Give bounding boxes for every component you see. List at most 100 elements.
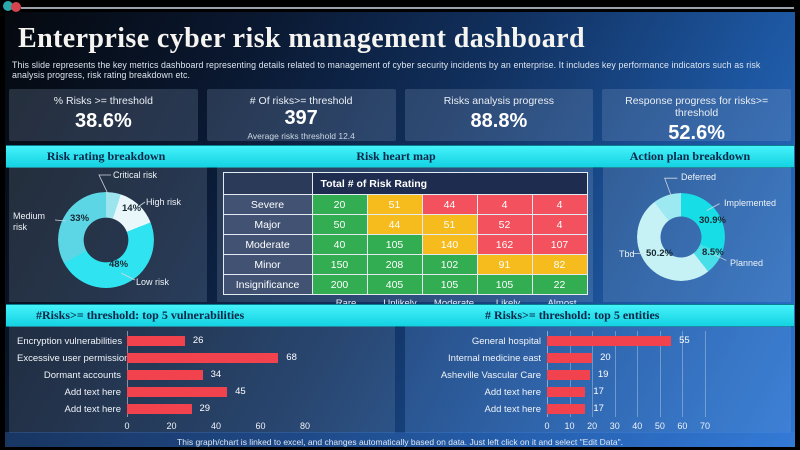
bottom-panels-row: Encryption vulnerabilities 26 Excessive us… [9,326,791,433]
heatmap-cell: 51 [421,214,478,235]
gridline [682,331,684,417]
x-axis: 0 10 20 30 40 50 60 70 [544,421,710,433]
bar [127,387,228,397]
bar-value-label: 17 [593,403,604,414]
heatmap-cell: 405 [366,274,423,295]
gridline [614,331,616,417]
decor-dot-red-icon [11,2,21,12]
slice-pct-low: 48% [109,259,129,270]
heatmap-cell: 91 [476,254,533,275]
bar-value-label: 34 [210,369,222,380]
kpi-value: 397 [284,107,318,129]
top-entities-bar-chart[interactable]: General hospital 55 Internal medicine east… [405,326,791,433]
heatmap-cell: 105 [421,274,478,295]
heatmap-row-label: Major [222,214,313,235]
bar-row: Add text here 17 [413,386,791,398]
slice-pct-implemented: 30.9% [699,215,726,226]
bar-row: Add text here 29 [17,403,395,415]
top-vulnerabilities-bar-chart[interactable]: Encryption vulnerabilities 26 Excessive us… [9,326,395,433]
bar [547,404,586,414]
kpi-label: Response progress for risks>= threshold [625,95,769,119]
bar-value-label: 26 [192,335,204,346]
heatmap-cell: 82 [531,254,588,275]
heatmap-cell: 162 [476,234,533,255]
action-plan-donut-chart[interactable]: Deferred Implemented Tbd Planned 30.9% 5… [603,167,791,302]
bar-track: 45 [127,386,305,397]
heatmap-cell: 105 [476,274,533,295]
x-axis-tick: 20 [166,421,177,431]
bar-row: Add text here 17 [413,403,791,415]
bar-category-label: Excessive user permissions [17,352,135,364]
kpi-card-num-risks[interactable]: # Of risks>= threshold 397 Average risks… [206,89,396,141]
kpi-value: 52.6% [668,122,725,144]
x-axis-tick: 80 [299,421,311,431]
kpi-card-analysis-progress[interactable]: Risks analysis progress 88.8% [404,89,594,141]
heatmap-cell: 20 [311,194,368,215]
decor-dot-teal-icon [3,1,13,11]
heatmap-cell: 105 [366,234,423,255]
bar-track: 17 [547,403,705,414]
kpi-value: 88.8% [470,110,528,132]
heatmap-cell: 40 [311,234,368,255]
bar [127,336,185,346]
x-axis-tick: 40 [632,421,643,431]
x-axis-tick: 10 [564,421,575,431]
heatmap-cell: 44 [366,214,423,235]
heatmap-row-label: Insignificance [222,274,313,295]
slice-label-deferred: Deferred [681,172,717,182]
kpi-card-risks-threshold[interactable]: % Risks >= threshold 38.6% [9,89,198,141]
bar-category-label: Add text here [64,403,121,415]
heatmap-cell: 52 [476,214,533,235]
bottom-section-header-bar: #Risks>= threshold: top 5 vulnerabilitie… [6,305,794,326]
x-axis-tick: 30 [609,421,620,431]
bar-category-label: Add text here [484,386,541,398]
heatmap-cell: 4 [531,214,588,235]
risk-rating-donut-chart[interactable]: Critical risk High risk Medium risk Low … [9,167,207,302]
x-axis-tick: 70 [699,421,711,431]
slide-background: Enterprise cyber risk management dashboa… [5,12,795,447]
action-plan-breakdown-title: Action plan breakdown [629,149,751,163]
kpi-label: Risks analysis progress [443,95,555,107]
kpi-value: 38.6% [75,110,132,132]
heatmap-cell: 107 [531,234,588,255]
bar-track: 34 [127,369,305,380]
risk-rating-breakdown-title: Risk rating breakdown [46,149,166,163]
bar-track: 26 [127,335,305,346]
kpi-label: % Risks >= threshold [53,95,153,107]
kpi-card-response-progress[interactable]: Response progress for risks>= threshold … [602,89,791,144]
bar-row: Add text here 45 [17,386,395,398]
bar-row: Asheville Vascular Care 19 [413,369,791,381]
slice-label-critical: Critical risk [113,170,157,180]
mid-section-header-bar: Risk rating breakdown Risk heart map Act… [6,146,794,167]
page-title: Enterprise cyber risk management dashboa… [18,23,585,54]
gridline [705,331,706,417]
bar-track: 29 [127,403,305,414]
heatmap-cell: 200 [311,274,368,295]
heatmap-header: Total # of Risk Rating [311,172,588,195]
heatmap-cell: 44 [421,194,478,215]
heatmap-axis-label: Unlikely [383,298,417,309]
heatmap-row-label: Severe [222,194,313,215]
bar-row: Excessive user permissions 68 [17,352,395,364]
bar-category-label: Add text here [484,403,541,415]
risk-heat-map-chart[interactable]: Total # of Risk Rating Severe 20 51 44 4 4 Majo… [217,167,593,320]
callout-lines [632,177,727,261]
slice-pct-medium: 33% [70,213,90,224]
x-axis-tick: 20 [587,421,598,431]
slice-label-low: Low risk [136,277,170,287]
bar-value-label: 17 [593,386,604,397]
x-axis-tick: 0 [124,421,130,431]
x-axis-tick: 50 [654,421,665,431]
risk-heat-map-title: Risk heart map [356,149,436,163]
slice-label-tbd: Tbd [619,249,635,259]
x-axis-tick: 40 [210,421,222,431]
heatmap-axis-label: Likely [495,298,521,309]
bar-value-label: 55 [679,335,690,346]
heatmap-cell: 140 [421,234,478,255]
kpi-caption: Average risks threshold 12.4 [247,131,355,141]
heatmap-axis-label: Moderate [433,298,475,309]
donut-ring [637,193,725,281]
bar-value-label: 20 [600,352,611,363]
heatmap-table: Total # of Risk Rating Severe 20 51 44 4 4 Majo… [222,172,588,295]
